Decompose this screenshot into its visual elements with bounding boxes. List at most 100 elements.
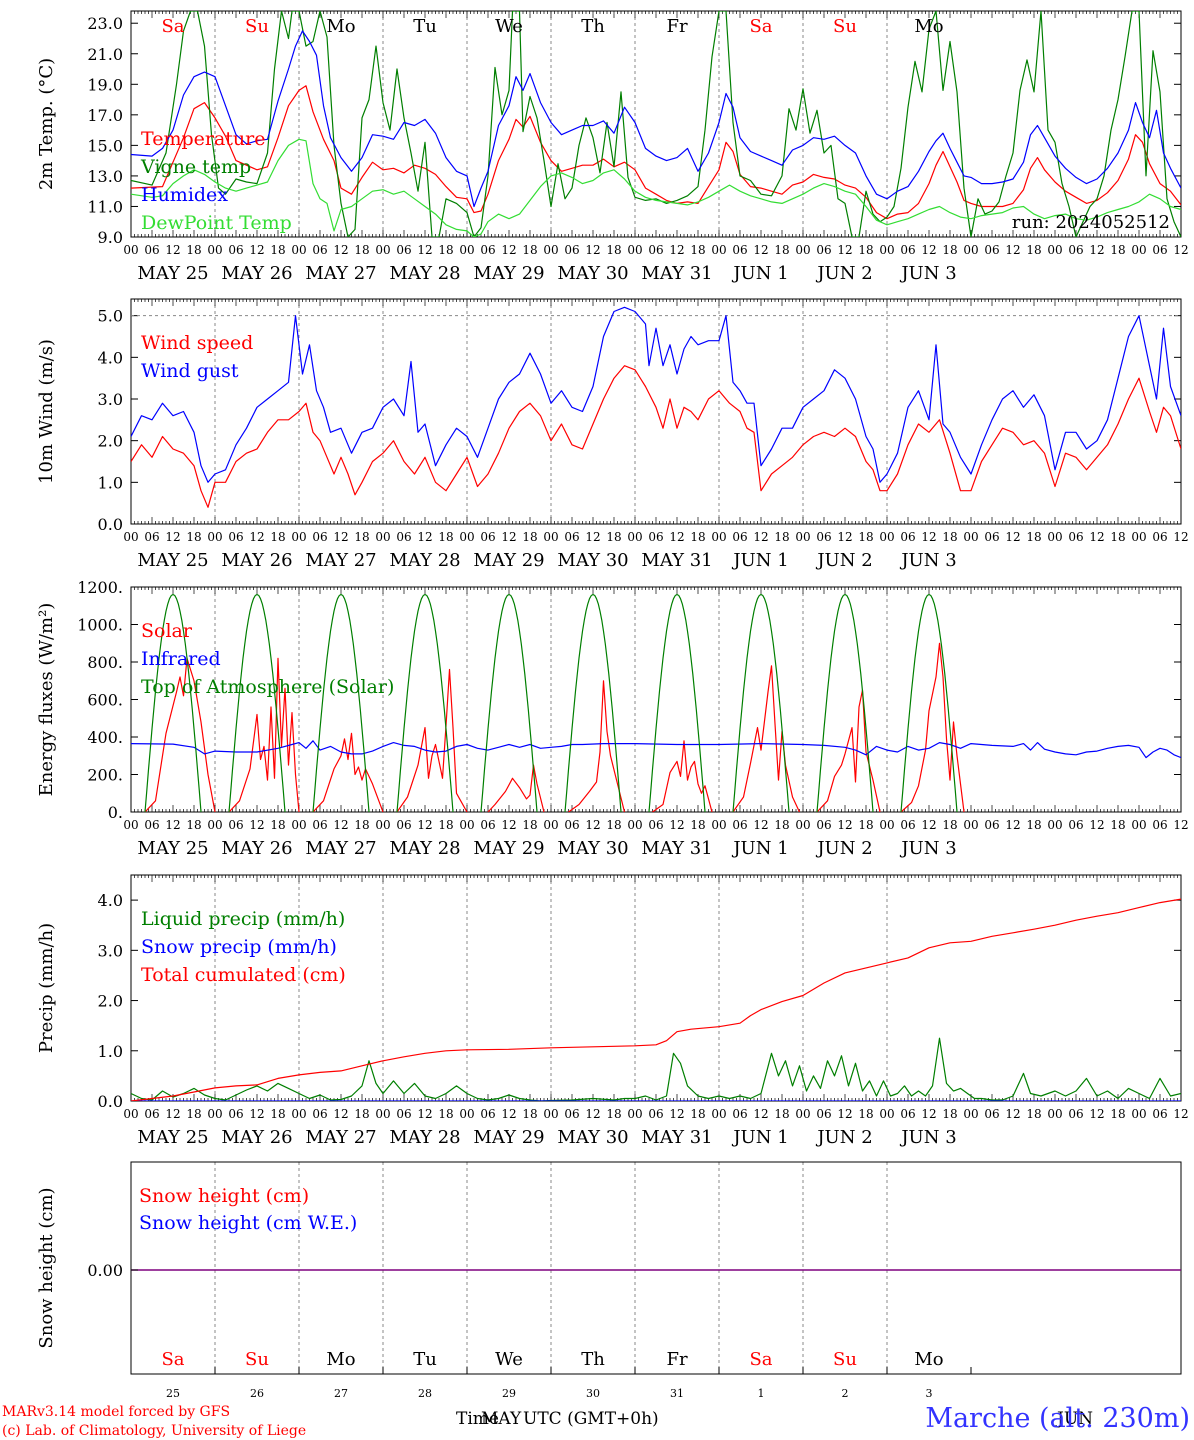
hour-tick-label: 18 (270, 818, 285, 832)
x-axis-title-time: Time (456, 1409, 499, 1429)
hour-tick-label: 18 (1110, 818, 1125, 832)
hour-tick-label: 12 (165, 243, 180, 257)
hour-tick-label: 00 (795, 530, 810, 544)
y-tick-label: 0.00 (87, 1261, 123, 1280)
hour-tick-label: 00 (879, 243, 894, 257)
hour-tick-label: 12 (585, 818, 600, 832)
y-tick-label: 19.0 (87, 75, 123, 94)
hour-tick-label: 12 (1005, 818, 1020, 832)
y-tick-label: 0.0 (98, 515, 123, 534)
hour-tick-label: 18 (774, 530, 789, 544)
hour-tick-label: 00 (1131, 530, 1146, 544)
hour-tick-label: 00 (543, 1107, 558, 1121)
hour-tick-label: 18 (270, 530, 285, 544)
weekday-label: Su (833, 1349, 857, 1370)
hour-tick-label: 12 (417, 1107, 432, 1121)
hour-tick-label: 12 (753, 818, 768, 832)
hour-tick-label: 06 (984, 243, 999, 257)
hour-tick-label: 12 (585, 243, 600, 257)
hour-tick-label: 18 (858, 530, 873, 544)
hour-tick-label: 06 (564, 818, 579, 832)
hour-tick-label: 06 (480, 1107, 495, 1121)
hour-tick-label: 00 (543, 530, 558, 544)
hour-tick-label: 06 (144, 1107, 159, 1121)
panel-2: 00 06 12 18 00 06 12 18 00 06 12 18 00 06 12 18 00 06 12 18… (36, 298, 1189, 571)
hour-tick-label: 06 (900, 818, 915, 832)
weekday-label: Mo (326, 1349, 355, 1370)
day-number-label: 29 (502, 1387, 516, 1400)
hour-tick-label: 00 (963, 1107, 978, 1121)
hour-tick-label: 00 (207, 243, 222, 257)
date-label: JUN 2 (815, 838, 872, 859)
weekday-label: We (495, 1349, 523, 1370)
hour-tick-label: 12 (417, 243, 432, 257)
hour-tick-label: 12 (417, 530, 432, 544)
hour-tick-label: 06 (228, 818, 243, 832)
hour-tick-label: 12 (1089, 1107, 1104, 1121)
hour-tick-label: 18 (354, 530, 369, 544)
y-tick-label: 0. (108, 803, 123, 822)
hour-tick-label: 06 (900, 1107, 915, 1121)
hour-tick-label: 12 (249, 530, 264, 544)
hour-tick-label: 00 (543, 243, 558, 257)
series-top-of-atmosphere-solar- (648, 593, 706, 812)
series-solar (312, 732, 384, 812)
hour-tick-label: 00 (711, 243, 726, 257)
date-label: MAY 26 (221, 1127, 292, 1148)
hour-tick-label: 12 (753, 243, 768, 257)
weekday-label: Mo (326, 16, 355, 37)
hour-tick-label: 00 (375, 818, 390, 832)
hour-tick-label: 12 (417, 818, 432, 832)
legend-snow-height-cm-: Snow height (cm) (139, 1185, 309, 1207)
hour-tick-label: 18 (438, 530, 453, 544)
date-label: MAY 25 (137, 838, 208, 859)
hour-tick-label: 18 (942, 1107, 957, 1121)
series-top-of-atmosphere-solar- (480, 593, 538, 812)
date-label: JUN 1 (731, 838, 788, 859)
hour-tick-label: 06 (312, 243, 327, 257)
hour-tick-label: 12 (1173, 530, 1188, 544)
hour-tick-label: 18 (942, 243, 957, 257)
y-axis-title: Snow height (cm) (36, 1187, 57, 1348)
hour-tick-label: 18 (354, 243, 369, 257)
legend-wind-gust: Wind gust (141, 360, 239, 382)
credit-line-1: MARv3.14 model forced by GFS (2, 1404, 230, 1420)
hour-tick-label: 18 (606, 530, 621, 544)
hour-tick-label: 00 (963, 530, 978, 544)
y-tick-label: 800. (87, 653, 123, 672)
legend-top-of-atmosphere-solar-: Top of Atmosphere (Solar) (141, 676, 394, 698)
date-label: MAY 29 (473, 838, 544, 859)
hour-tick-label: 18 (438, 243, 453, 257)
hour-tick-label: 18 (1026, 530, 1041, 544)
weekday-label: Tu (413, 16, 437, 37)
hour-tick-label: 12 (333, 818, 348, 832)
series-solar (732, 665, 801, 812)
hour-tick-label: 06 (1068, 1107, 1083, 1121)
hour-tick-label: 18 (186, 1107, 201, 1121)
hour-tick-label: 06 (396, 243, 411, 257)
hour-tick-label: 00 (1047, 530, 1062, 544)
hour-tick-label: 06 (984, 818, 999, 832)
hour-tick-label: 06 (396, 1107, 411, 1121)
series-top-of-atmosphere-solar- (816, 593, 874, 812)
hour-tick-label: 06 (900, 530, 915, 544)
hour-tick-label: 00 (459, 243, 474, 257)
hour-tick-label: 18 (186, 243, 201, 257)
hour-tick-label: 00 (291, 1107, 306, 1121)
hour-tick-label: 12 (1089, 243, 1104, 257)
hour-tick-label: 00 (123, 530, 138, 544)
hour-tick-label: 12 (837, 1107, 852, 1121)
date-label: MAY 29 (473, 550, 544, 571)
hour-tick-label: 18 (690, 1107, 705, 1121)
hour-tick-label: 06 (816, 530, 831, 544)
day-number-label: 3 (926, 1387, 933, 1400)
date-label: JUN 1 (731, 263, 788, 284)
date-label: JUN 2 (815, 263, 872, 284)
hour-tick-label: 00 (1047, 1107, 1062, 1121)
series-wind-gust (131, 306, 1181, 483)
hour-tick-label: 12 (1173, 818, 1188, 832)
date-label: MAY 26 (221, 550, 292, 571)
series-solar (144, 657, 216, 812)
day-number-label: 25 (166, 1387, 180, 1400)
series-solar (816, 689, 881, 812)
